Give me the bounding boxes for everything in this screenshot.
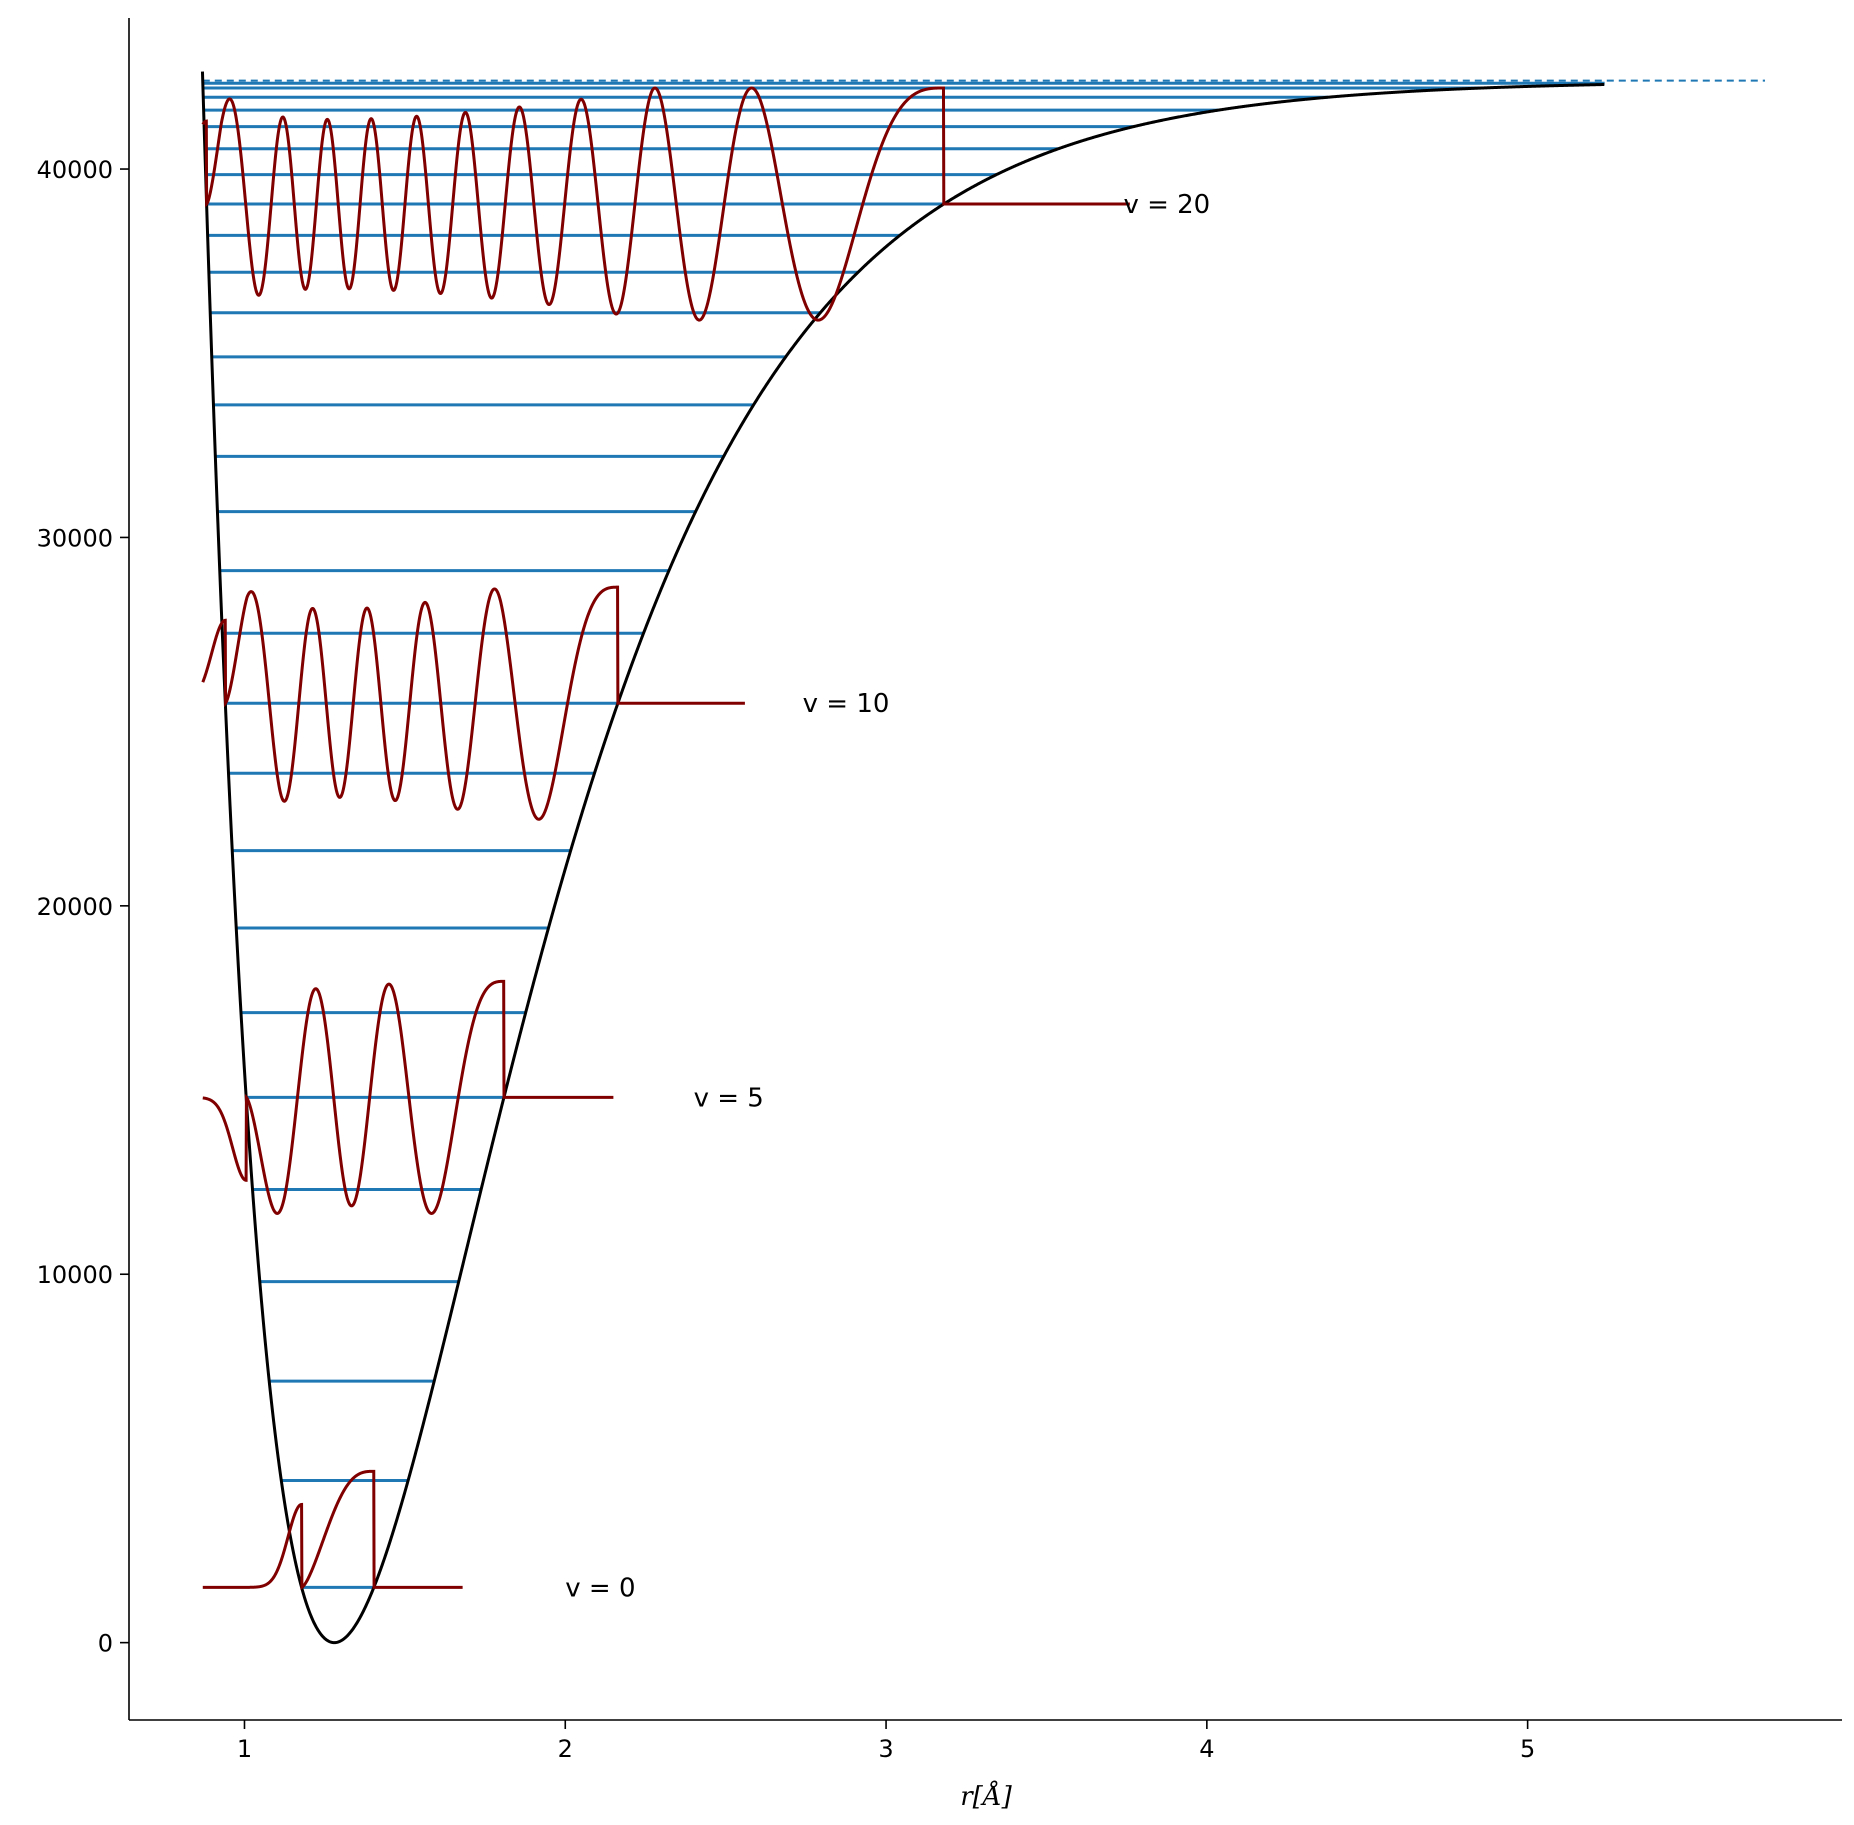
- wavefunction-label-v5: v = 5: [694, 1083, 764, 1113]
- wavefunction-v10: [201, 585, 745, 821]
- x-tick-label-4: 4: [1199, 1735, 1214, 1763]
- y-tick-label-30000: 30000: [37, 524, 113, 552]
- x-tick-label-3: 3: [878, 1735, 893, 1763]
- y-tick-label-40000: 40000: [37, 156, 113, 184]
- wavefunctions: v = 0 v = 5 v = 10 v = 20: [201, 86, 1210, 1603]
- potential-curve-group: [200, 71, 1605, 1645]
- potential-curve: [200, 71, 1605, 1645]
- wavefunction-v20: [201, 86, 1130, 322]
- wavefunction-label-v0: v = 0: [565, 1573, 635, 1603]
- vibrational-levels: [202, 79, 1766, 1589]
- wavefunction-label-v10: v = 10: [803, 689, 890, 719]
- axes: [128, 18, 1842, 1721]
- wavefunction-v0: [202, 1469, 463, 1590]
- wavefunction-label-v20: v = 20: [1123, 190, 1210, 220]
- y-tick-label-20000: 20000: [37, 893, 113, 921]
- y-tick-label-10000: 10000: [37, 1261, 113, 1289]
- x-axis-title: r[Å]: [960, 1780, 1012, 1812]
- wavefunction-v5: [202, 979, 614, 1215]
- x-tick-label-2: 2: [558, 1735, 573, 1763]
- x-tick-label-1: 1: [237, 1735, 252, 1763]
- ticks: 1 2 3 4 5 0 10000 20000 30000 40000: [37, 156, 1536, 1763]
- y-tick-label-0: 0: [98, 1630, 113, 1658]
- x-tick-label-5: 5: [1520, 1735, 1535, 1763]
